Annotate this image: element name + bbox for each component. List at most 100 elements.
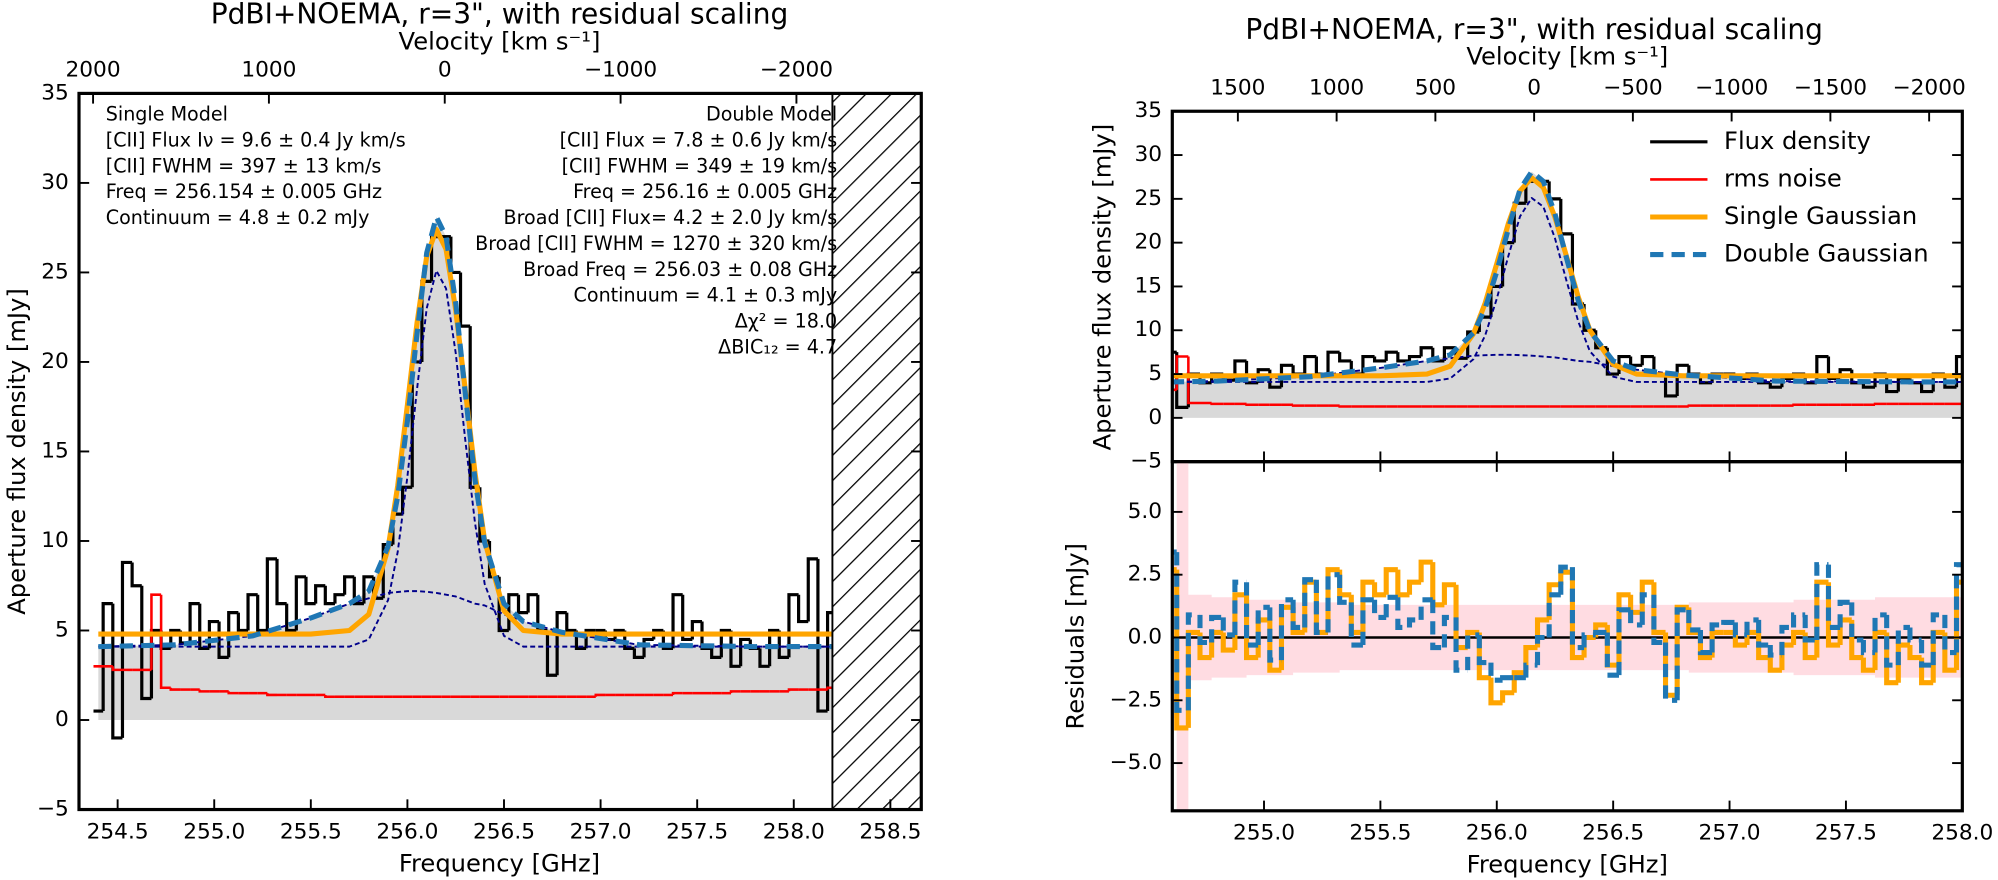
step-segment: [1185, 629, 1200, 728]
step-segment: [1488, 662, 1503, 683]
step-segment: [198, 689, 210, 693]
x2-tick-label: 1000: [1309, 75, 1364, 100]
y-tick-label: 10: [41, 528, 69, 553]
step-segment: [1732, 622, 1748, 638]
x2-tick-label: −1500: [1794, 75, 1867, 100]
step-segment: [1338, 352, 1352, 363]
annotation: [CII] FWHM = 397 ± 13 km/s: [106, 154, 382, 177]
step-segment: [1290, 599, 1305, 630]
x2-tick-label: −2000: [1893, 75, 1966, 100]
step-segment: [1523, 662, 1538, 678]
plot-area: [1172, 461, 1963, 811]
step-segment: [1372, 599, 1387, 620]
step-segment: [1873, 402, 1887, 406]
step-segment: [1442, 346, 1457, 361]
x-tick-label: 254.5: [87, 819, 149, 844]
x2-tick-label: −1000: [584, 57, 657, 82]
step-segment: [1756, 619, 1771, 648]
annotation: Continuum = 4.8 ± 0.2 mJy: [106, 206, 370, 229]
step-segment: [1721, 619, 1736, 625]
y-tick-label: 30: [41, 170, 69, 195]
step-segment: [333, 593, 345, 604]
step-segment: [227, 611, 239, 658]
step-segment: [797, 594, 809, 624]
step-segment: [1209, 614, 1224, 643]
step-segment: [101, 602, 113, 712]
step-segment: [1372, 356, 1387, 363]
step-segment: [1546, 592, 1561, 638]
legend-label: Single Gaussian: [1724, 202, 1917, 230]
x-tick-label: 257.5: [666, 819, 728, 844]
step-segment: [1943, 374, 1957, 389]
step-segment: [1174, 552, 1189, 713]
x-tick-label: 255.0: [1233, 821, 1295, 846]
step-segment: [400, 485, 413, 515]
x-tick-label: 257.0: [1699, 821, 1761, 846]
step-segment: [1291, 404, 1305, 407]
step-segment: [1675, 363, 1689, 396]
model-fill: [98, 216, 881, 721]
step-segment: [1232, 579, 1247, 635]
step-segment: [816, 558, 828, 713]
step-segment: [1418, 559, 1433, 583]
step-segment: [120, 560, 133, 738]
step-segment: [1861, 382, 1876, 389]
step-segment: [729, 690, 741, 694]
y-tick-label: 25: [41, 259, 69, 284]
step-segment: [1674, 607, 1689, 701]
x2-tick-label: 0: [1527, 75, 1541, 100]
step-segment: [1907, 645, 1922, 661]
step-segment: [729, 630, 741, 668]
model-line: [98, 214, 881, 650]
legend-label: Double Gaussian: [1724, 240, 1929, 268]
x2-tick-label: 1000: [241, 57, 296, 82]
step-segment: [1407, 354, 1422, 361]
step-segment: [1825, 564, 1841, 630]
step-segment: [285, 603, 297, 633]
step-segment: [1825, 582, 1841, 648]
step-segment: [1802, 614, 1817, 643]
step-segment: [1872, 612, 1887, 653]
x2-axis-label: Velocity [km s⁻¹]: [399, 27, 601, 55]
x2-tick-label: −1000: [1695, 75, 1768, 100]
y-tick-label: 0: [1148, 405, 1162, 430]
step-segment: [1814, 562, 1829, 641]
plot-area: [93, 214, 886, 740]
step-segment: [323, 585, 335, 606]
step-segment: [777, 630, 789, 659]
step-segment: [266, 693, 278, 697]
annotation: Broad [CII] Flux= 4.2 ± 2.0 Jy km/s: [504, 206, 838, 229]
step-segment: [1291, 365, 1305, 376]
step-segment: [681, 594, 693, 642]
x-axis-label: Frequency [GHz]: [399, 849, 600, 877]
x2-tick-label: 1500: [1210, 75, 1265, 100]
step-segment: [1651, 594, 1666, 646]
x2-tick-label: 0: [438, 57, 452, 82]
step-segment: [294, 575, 306, 631]
model-line: [1172, 175, 1963, 379]
step-segment: [246, 593, 258, 631]
x2-tick-label: 2000: [66, 57, 121, 82]
step-segment: [1767, 657, 1782, 673]
y-axis-label: Aperture flux density [mJy]: [3, 288, 31, 615]
step-segment: [787, 688, 799, 692]
step-segment: [1325, 572, 1340, 633]
x-tick-label: 258.0: [1931, 821, 1993, 846]
step-segment: [584, 628, 596, 649]
step-segment: [1559, 198, 1573, 236]
step-segment: [1907, 627, 1922, 643]
step-segment: [1465, 632, 1480, 671]
annotation: Broad [CII] FWHM = 1270 ± 320 km/s: [475, 232, 837, 255]
step-segment: [768, 628, 780, 667]
y-tick-label: −2.5: [1110, 687, 1163, 712]
step-segment: [1278, 597, 1294, 661]
step-segment: [1383, 594, 1398, 618]
step-segment: [1406, 617, 1422, 628]
step-segment: [458, 272, 471, 328]
annotation: Continuum = 4.1 ± 0.3 mJy: [574, 284, 838, 307]
step-segment: [1267, 607, 1282, 663]
step-segment: [324, 694, 335, 699]
step-segment: [1942, 614, 1957, 656]
step-segment: [1884, 614, 1899, 668]
